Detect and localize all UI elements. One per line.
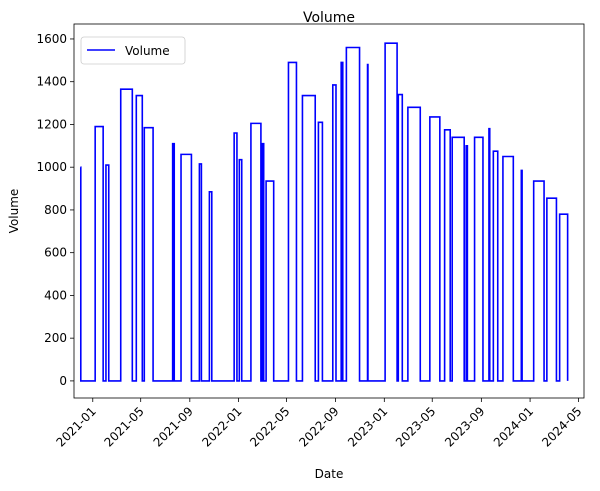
y-tick-label: 1600 — [36, 32, 67, 46]
x-tick-label: 2024-01 — [491, 404, 536, 449]
y-tick-label: 1400 — [36, 75, 67, 89]
x-tick-label: 2021-09 — [151, 404, 196, 449]
y-tick-label: 600 — [44, 246, 67, 260]
x-tick-label: 2023-09 — [442, 404, 487, 449]
x-axis: 2021-01 2021-05 2021-09 2022-01 2022-05 2022-… — [54, 398, 585, 450]
series-line-volume — [79, 42, 569, 382]
x-tick-label: 2022-09 — [296, 404, 341, 449]
y-tick-label: 200 — [44, 331, 67, 345]
y-axis: 0 200 400 600 800 1000 1200 1400 1600 — [36, 32, 74, 388]
x-tick-label: 2024-05 — [539, 404, 584, 449]
axes-frame — [73, 23, 585, 399]
y-tick-label: 400 — [44, 288, 67, 302]
series-layer — [79, 42, 569, 382]
plot-area — [74, 24, 584, 398]
x-tick-label: 2023-01 — [345, 404, 390, 449]
x-tick-label: 2023-05 — [393, 404, 438, 449]
y-tick-label: 1200 — [36, 117, 67, 131]
chart-title: Volume — [303, 10, 355, 26]
x-tick-label: 2022-05 — [247, 404, 292, 449]
x-tick-label: 2021-05 — [101, 404, 146, 449]
legend-label: Volume — [125, 44, 170, 58]
y-tick-label: 800 — [44, 203, 67, 217]
legend-box — [80, 36, 186, 65]
y-tick-label: 1000 — [36, 160, 67, 174]
legend: Volume — [80, 36, 186, 65]
x-tick-label: 2022-01 — [199, 404, 244, 449]
y-axis-label: Volume — [7, 189, 21, 234]
y-tick-label: 0 — [59, 374, 67, 388]
x-axis-label: Date — [315, 467, 344, 481]
x-tick-label: 2021-01 — [54, 404, 99, 449]
